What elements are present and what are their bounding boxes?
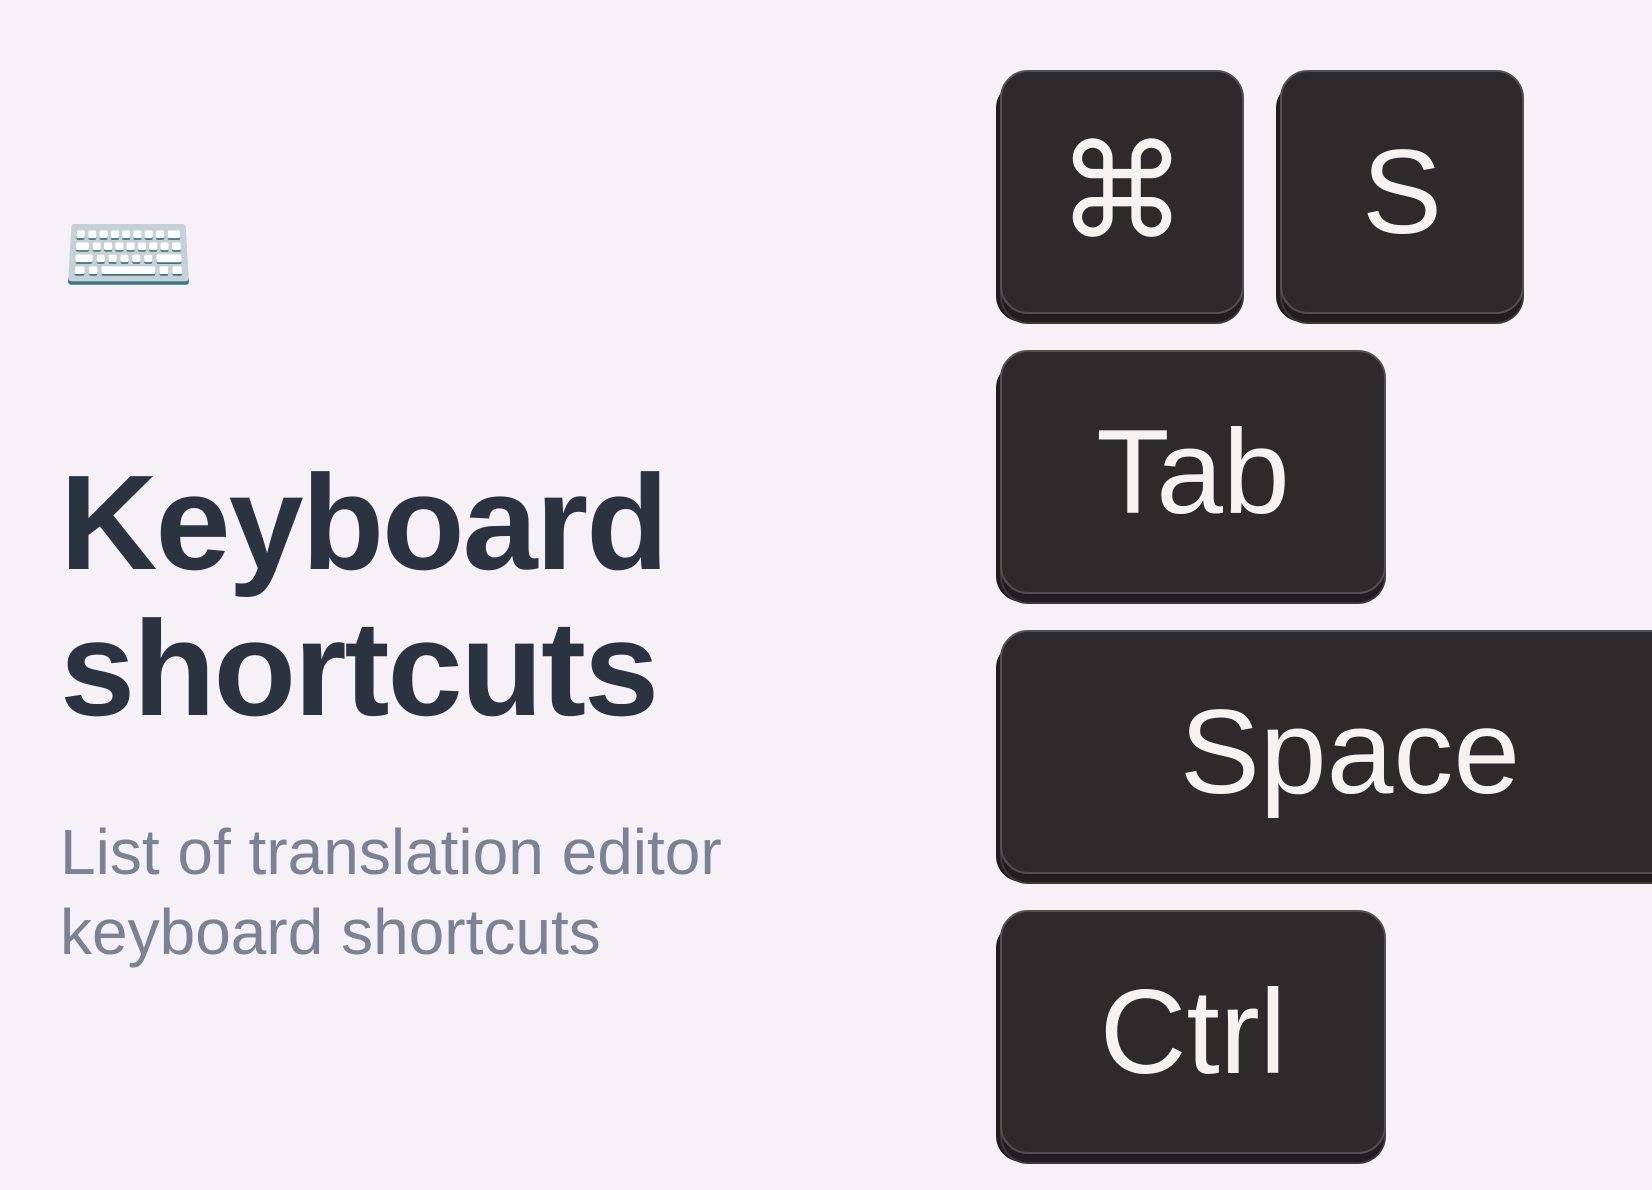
page-subtitle: List of translation editor keyboard shor…	[60, 812, 910, 972]
key-s: S	[1280, 70, 1524, 314]
key-space: Space	[1000, 630, 1652, 874]
key-tab: Tab	[1000, 350, 1386, 594]
key-ctrl: Ctrl	[1000, 910, 1386, 1154]
keycap-cluster: ⌘ S Tab Space Ctrl	[1000, 70, 1652, 1190]
keyboard-icon: ⌨️	[60, 200, 910, 310]
key-cmd: ⌘	[1000, 70, 1244, 314]
page-title: Keyboard shortcuts	[60, 450, 910, 742]
